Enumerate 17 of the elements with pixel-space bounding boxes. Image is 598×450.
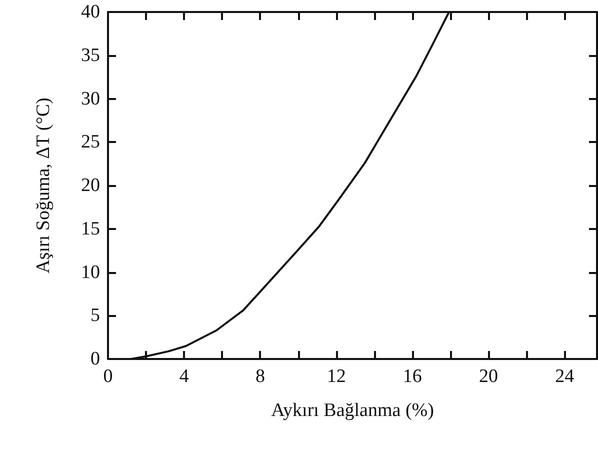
x-tick-label: 4 [179,366,190,387]
x-tick-label: 16 [402,366,422,387]
y-tick-label: 40 [81,2,100,22]
x-tick-label: 12 [326,366,346,387]
y-tick-label: 10 [81,262,100,283]
x-axis-title: Aykırı Bağlanma (%) [271,400,434,421]
y-axis-title: Aşırı Soğuma, ΔT (°C) [33,98,54,274]
y-tick-label: 20 [81,175,100,196]
x-tick-label: 20 [479,366,498,387]
y-tick-label: 15 [81,218,100,240]
y-tick-label: 0 [90,348,100,370]
x-tick-label: 24 [555,366,575,387]
y-tick-label: 25 [81,132,100,153]
y-tick-label: 5 [90,305,100,326]
x-tick-label: 8 [255,366,265,387]
y-tick-label: 30 [81,88,100,110]
y-tick-label: 35 [81,44,100,66]
